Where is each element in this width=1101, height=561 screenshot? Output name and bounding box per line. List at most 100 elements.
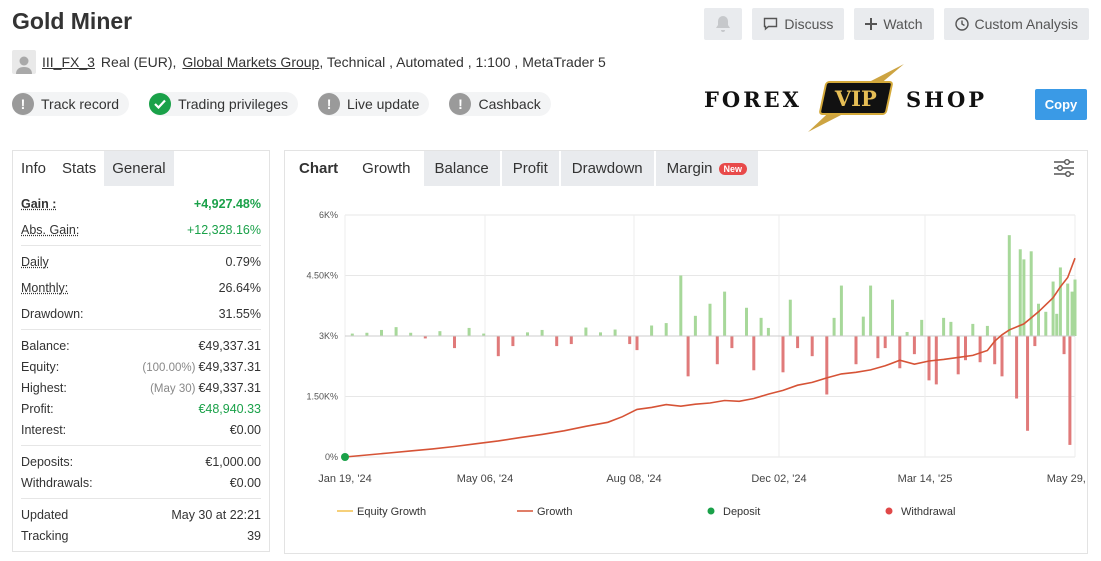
bar-negative: [511, 336, 515, 347]
badge-track-record[interactable]: ! Track record: [12, 92, 130, 116]
bar-positive: [839, 285, 843, 336]
logo-vip-plate: VIP: [818, 81, 894, 115]
bar-positive: [613, 329, 617, 336]
tab-growth[interactable]: Growth: [362, 160, 411, 177]
custom-analysis-label: Custom Analysis: [974, 16, 1078, 32]
x-tick-label: May 06, '24: [457, 473, 514, 485]
bar-positive: [788, 299, 792, 336]
bar-negative: [883, 336, 887, 349]
x-tick-label: May 29, '25: [1047, 473, 1087, 485]
bar-negative: [453, 336, 456, 349]
tab-general[interactable]: General: [104, 151, 174, 186]
x-tick-label: Jan 19, '24: [318, 473, 371, 485]
bar-positive: [1037, 303, 1040, 336]
legend-swatch: [885, 507, 893, 515]
custom-analysis-button[interactable]: Custom Analysis: [943, 8, 1089, 40]
x-tick-label: Dec 02, '24: [751, 473, 806, 485]
bar-negative: [854, 336, 858, 365]
tab-info[interactable]: Info: [21, 160, 47, 177]
legend-label: Withdrawal: [901, 506, 955, 518]
account-details: , Technical , Automated , 1:100 , MetaTr…: [319, 54, 606, 70]
bar-negative: [1033, 336, 1037, 347]
badge-trading-privileges[interactable]: Trading privileges: [149, 92, 299, 116]
plus-icon: [865, 18, 878, 30]
bar-negative: [810, 336, 814, 357]
stat-highest: Highest: (May 30) €49,337.31: [21, 380, 261, 395]
bar-positive: [1051, 281, 1055, 336]
bar-positive: [394, 327, 398, 336]
status-badges: ! Track record Trading privileges ! Live…: [12, 92, 551, 116]
stat-updated: Updated May 30 at 22:21: [21, 507, 261, 522]
badge-cashback[interactable]: ! Cashback: [449, 92, 551, 116]
discuss-button[interactable]: Discuss: [752, 8, 845, 40]
check-icon: [149, 93, 172, 115]
bar-negative: [1026, 336, 1030, 431]
bar-positive: [1018, 249, 1022, 336]
y-tick-label: 3K%: [319, 331, 338, 341]
bar-negative: [1062, 336, 1066, 355]
stat-interest: Interest: €0.00: [21, 422, 261, 437]
bar-positive: [832, 317, 836, 336]
bar-negative: [496, 336, 500, 357]
chat-icon: [764, 17, 778, 31]
stat-withdrawals: Withdrawals: €0.00: [21, 475, 261, 490]
forex-vip-shop-logo: FOREX VIP SHOP: [704, 62, 986, 134]
notify-button[interactable]: [704, 8, 743, 40]
copy-button[interactable]: Copy: [1035, 89, 1087, 120]
legend-label: Deposit: [723, 506, 760, 518]
tab-drawdown[interactable]: Drawdown: [560, 151, 654, 186]
legend-label: Growth: [537, 506, 572, 518]
account-type: Real (EUR),: [100, 54, 177, 70]
bar-negative: [628, 336, 632, 345]
bar-positive: [985, 325, 989, 336]
username-link[interactable]: III_FX_3: [42, 54, 95, 70]
tab-balance[interactable]: Balance: [423, 151, 500, 186]
stat-deposits: Deposits: €1,000.00: [21, 454, 261, 469]
top-actions: Discuss Watch Custom Analysis: [704, 8, 1089, 40]
tab-stats[interactable]: Stats: [62, 160, 97, 177]
bar-negative: [569, 336, 573, 345]
bar-positive: [861, 316, 865, 336]
divider: [21, 245, 261, 246]
tab-margin[interactable]: Margin New: [655, 151, 759, 186]
tab-profit[interactable]: Profit: [501, 151, 559, 186]
growth-line: [344, 257, 1076, 458]
bar-positive: [1058, 267, 1062, 336]
bar-negative: [752, 336, 756, 371]
badge-label: Cashback: [478, 96, 541, 112]
bar-positive: [869, 285, 873, 336]
bar-negative: [423, 336, 427, 339]
stat-gain: Gain : +4,927.48%: [21, 196, 261, 211]
stat-drawdown: Drawdown: 31.55%: [21, 306, 261, 321]
bar-positive: [650, 325, 654, 336]
stat-monthly: Monthly: 26.64%: [21, 280, 261, 295]
logo-forex: FOREX: [704, 87, 802, 112]
growth-chart: 0% 1.50K% 3K% 4.50K% 6K% Jan 19, '24 May 06, '…: [306, 210, 1087, 518]
chart-settings-button[interactable]: [1053, 158, 1075, 183]
divider: [21, 498, 261, 499]
bar-negative: [964, 336, 967, 361]
bar-negative: [912, 336, 916, 355]
stat-daily: Daily 0.79%: [21, 254, 261, 269]
bar-positive: [766, 327, 770, 336]
bar-negative: [1068, 336, 1072, 445]
broker-link[interactable]: Global Markets Group: [182, 54, 320, 70]
bar-positive: [942, 317, 946, 336]
bar-positive: [380, 329, 383, 336]
watch-button[interactable]: Watch: [854, 8, 934, 40]
bar-negative: [781, 336, 785, 373]
bar-positive: [920, 319, 924, 336]
bar-negative: [956, 336, 960, 375]
legend-swatch: [707, 507, 715, 515]
badge-label: Track record: [41, 96, 120, 112]
badge-live-update[interactable]: ! Live update: [318, 92, 430, 116]
exclamation-icon: !: [12, 93, 34, 115]
bar-negative: [978, 336, 982, 363]
bar-negative: [635, 336, 639, 351]
badge-label: Trading privileges: [178, 96, 289, 112]
y-tick-label: 6K%: [319, 210, 338, 220]
bar-positive: [599, 332, 602, 336]
bar-positive: [971, 323, 975, 336]
bar-positive: [708, 303, 712, 336]
logo-shop: SHOP: [906, 87, 988, 112]
